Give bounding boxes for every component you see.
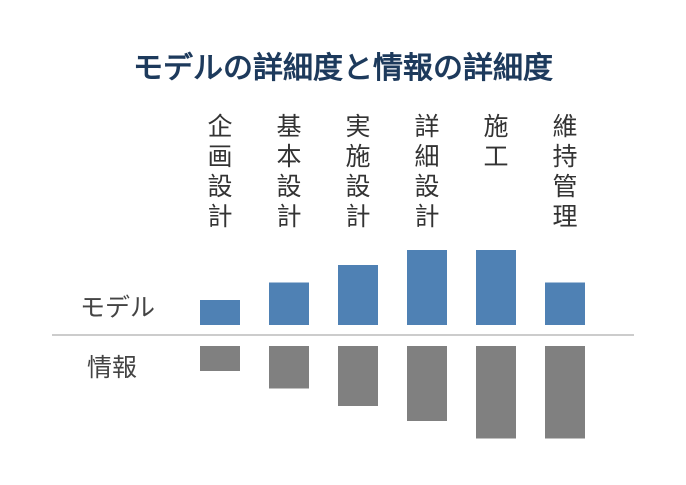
category-label-4: 詳細設計 [414,112,439,231]
info-bar-5 [476,346,516,439]
info-bar-1 [200,346,240,371]
model-bar-4 [407,250,447,325]
chart-title: モデルの詳細度と情報の詳細度 [133,51,553,86]
category-label-1: 企画設計 [207,112,232,231]
category-label-5: 施工 [483,112,508,171]
model-bar-3 [338,265,378,325]
model-bar-1 [200,300,240,325]
info-bar-6 [545,346,585,439]
info-bar-4 [407,346,447,421]
category-label-2: 基本設計 [276,112,301,231]
series-label-model: モデル [80,293,155,322]
model-bar-5 [476,250,516,325]
series-label-info: 情報 [87,353,137,382]
info-bar-2 [269,346,309,389]
category-label-6: 維持管理 [552,112,577,231]
category-labels: 企画設計 基本設計 実施設計 詳細設計 施工 維持管理 [207,112,577,231]
model-bar-6 [545,282,585,325]
category-label-3: 実施設計 [345,112,370,231]
model-bars [200,250,585,325]
info-bars [200,346,585,439]
info-bar-3 [338,346,378,406]
model-bar-2 [269,282,309,325]
